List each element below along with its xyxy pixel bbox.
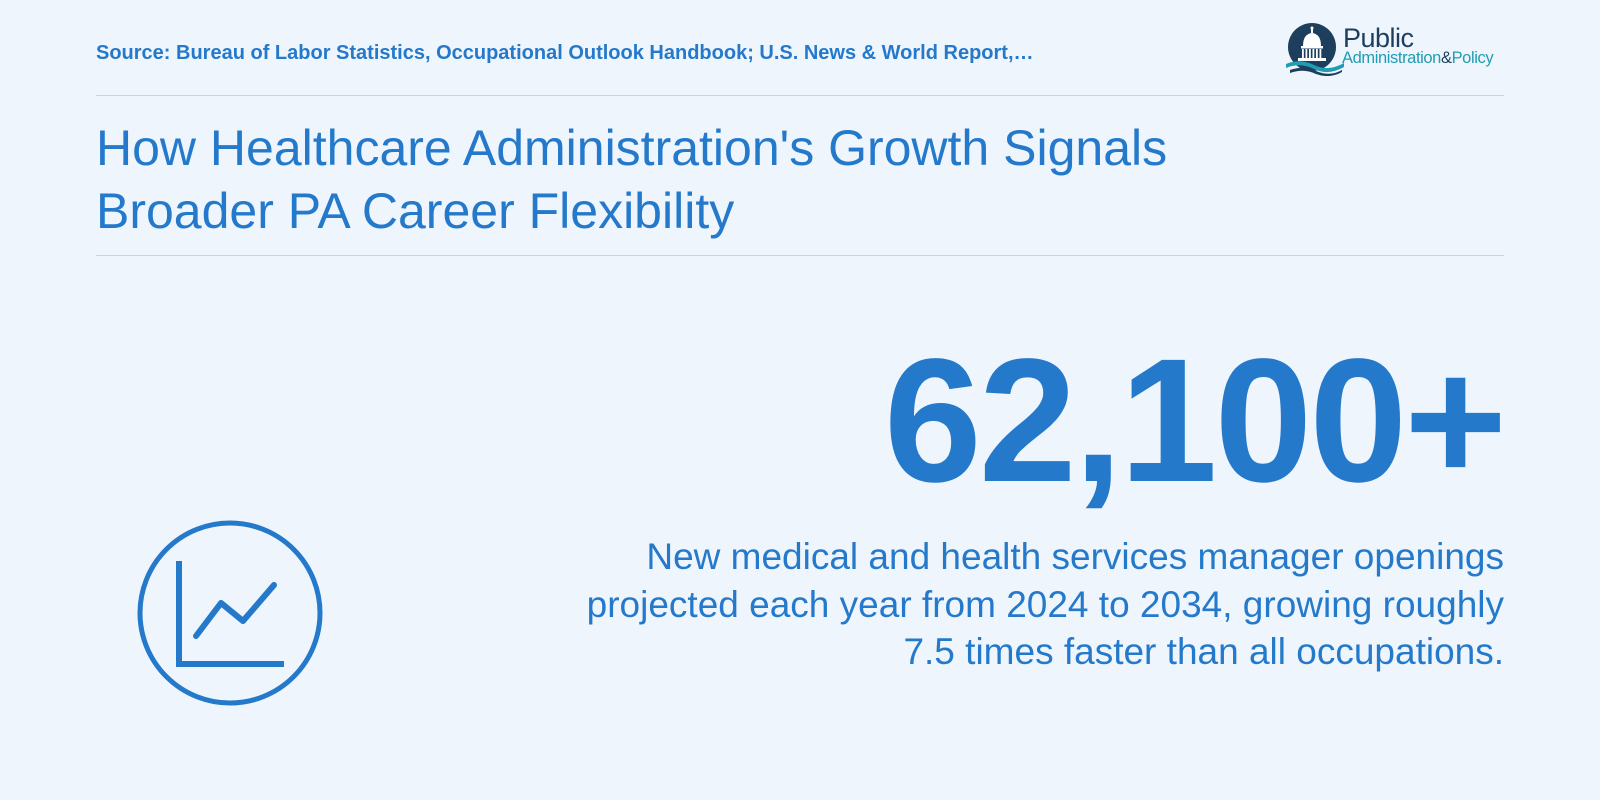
capitol-dome-icon: [1286, 23, 1344, 76]
line-chart-icon: [137, 520, 323, 706]
title-line-1: How Healthcare Administration's Growth S…: [96, 120, 1168, 176]
logo-word-policy: Policy: [1451, 49, 1494, 67]
page-title: How Healthcare Administration's Growth S…: [96, 117, 1396, 243]
header-divider: [96, 95, 1504, 96]
stat-description: New medical and health services manager …: [586, 536, 1504, 672]
title-line-2: Broader PA Career Flexibility: [96, 183, 735, 239]
stat-value: 62,100+: [883, 323, 1507, 519]
logo-word-administration: Administration: [1342, 49, 1441, 67]
header: Source: Bureau of Labor Statistics, Occu…: [96, 20, 1504, 96]
logo-word-public: Public: [1343, 23, 1414, 53]
source-citation: Source: Bureau of Labor Statistics, Occu…: [96, 42, 1034, 64]
logo-word-administration-policy: Administration&Policy: [1342, 49, 1494, 68]
title-divider: [96, 255, 1504, 256]
brand-logo: Public Administration&Policy: [1286, 20, 1504, 76]
logo-word-amp: &: [1440, 49, 1452, 67]
